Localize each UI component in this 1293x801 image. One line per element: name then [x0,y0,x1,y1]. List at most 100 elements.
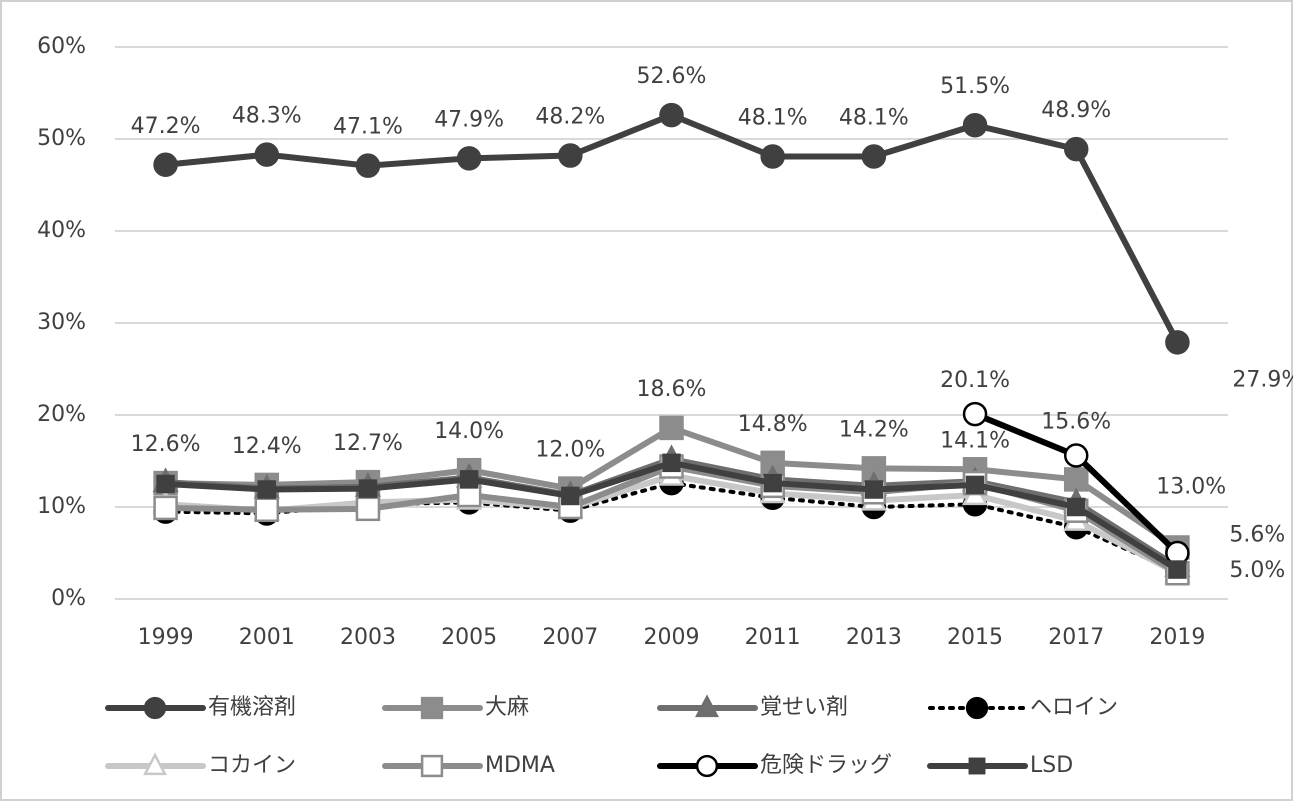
x-tick-label: 2003 [340,625,396,650]
legend-label: LSD [1030,753,1073,778]
data-label: 12.4% [232,434,302,459]
legend-marker [968,757,986,775]
data-point [763,473,782,493]
y-tick-label: 10% [37,494,86,519]
data-label: 18.6% [637,377,707,402]
legend-label: 覚せい剤 [760,695,848,720]
data-point [861,144,887,169]
legend-label: 大麻 [485,695,529,720]
data-label: 14.1% [940,428,1010,453]
legend-item: ヘロイン [928,695,1118,720]
legend-marker [965,696,989,720]
legend-marker [143,752,167,776]
x-tick-label: 2005 [441,625,497,650]
data-point [254,497,280,523]
data-point [558,143,583,168]
data-point [459,470,479,489]
data-point [1066,497,1086,517]
legend-label: ヘロイン [1030,695,1118,720]
data-point [962,112,988,138]
data-point [153,152,178,178]
data-label: 12.6% [131,432,201,457]
series [962,401,1190,566]
legend-label: 有機溶剤 [208,695,296,720]
data-label: 47.9% [434,107,504,132]
data-point [456,146,482,171]
data-label: 48.9% [1041,98,1111,123]
x-tick-label: 2009 [644,625,700,650]
data-label: 5.6% [1229,522,1285,547]
data-point [1168,560,1187,579]
x-tick-label: 2001 [239,625,295,650]
data-label: 5.0% [1229,558,1285,583]
legend-item: 大麻 [382,695,529,720]
legend-item: LSD [927,753,1073,778]
data-point [254,142,280,167]
data-label: 51.5% [940,74,1010,99]
x-tick-label: 2011 [745,625,801,650]
data-point [355,153,381,178]
data-point [358,479,378,498]
x-tick-label: 2013 [846,625,902,650]
legend-item: 有機溶剤 [105,695,296,720]
data-label: 48.1% [839,105,909,130]
legend-item: MDMA [382,753,555,778]
x-tick-label: 2015 [947,625,1003,650]
legend-item: コカイン [105,752,296,778]
legend-label: MDMA [485,753,555,778]
legend-item: 危険ドラッグ [657,753,892,778]
legend-marker [695,754,719,778]
data-label: 27.9% [1232,367,1293,392]
legend-label: コカイン [208,753,296,778]
data-label: 47.1% [333,115,403,140]
data-point [659,415,684,441]
y-tick-label: 60% [37,34,86,59]
y-tick-label: 30% [37,310,86,335]
x-tick-label: 1999 [138,625,194,650]
data-label: 12.7% [333,431,403,456]
data-point [1063,136,1089,162]
y-tick-label: 20% [37,402,86,427]
legend-marker [420,754,444,778]
data-label: 12.0% [535,438,605,463]
data-label: 15.6% [1041,409,1111,434]
data-point [965,475,985,495]
data-point [1063,443,1089,468]
data-label: 13.0% [1156,474,1226,499]
data-label: 48.1% [738,105,808,130]
data-point [1165,330,1190,355]
legend-item: 覚せい剤 [657,694,848,720]
x-tick-label: 2019 [1149,625,1205,650]
data-label: 48.2% [535,105,605,130]
data-label: 48.3% [232,104,302,129]
legend-marker [143,696,167,720]
x-tick-label: 2007 [542,625,598,650]
legend-label: 危険ドラッグ [760,753,892,778]
y-tick-label: 0% [51,586,86,611]
data-point [760,144,785,169]
data-point [659,102,684,128]
data-label: 20.1% [940,368,1010,393]
data-point [864,480,884,499]
data-point [1063,467,1089,492]
data-label: 52.6% [637,64,707,89]
data-point [561,486,580,506]
data-point [355,496,381,522]
series [156,453,1187,579]
data-point [257,480,277,499]
data-point [156,474,175,494]
x-tick-label: 2017 [1048,625,1104,650]
legend-marker [420,696,444,720]
data-label: 47.2% [131,114,201,139]
data-point [962,401,988,427]
y-tick-label: 50% [37,126,86,151]
legend-marker [695,694,719,718]
data-label: 14.2% [839,417,909,442]
data-point [153,495,178,521]
data-point [662,453,681,473]
data-label: 14.8% [738,412,808,437]
series [153,102,1190,355]
data-label: 14.0% [434,419,504,444]
